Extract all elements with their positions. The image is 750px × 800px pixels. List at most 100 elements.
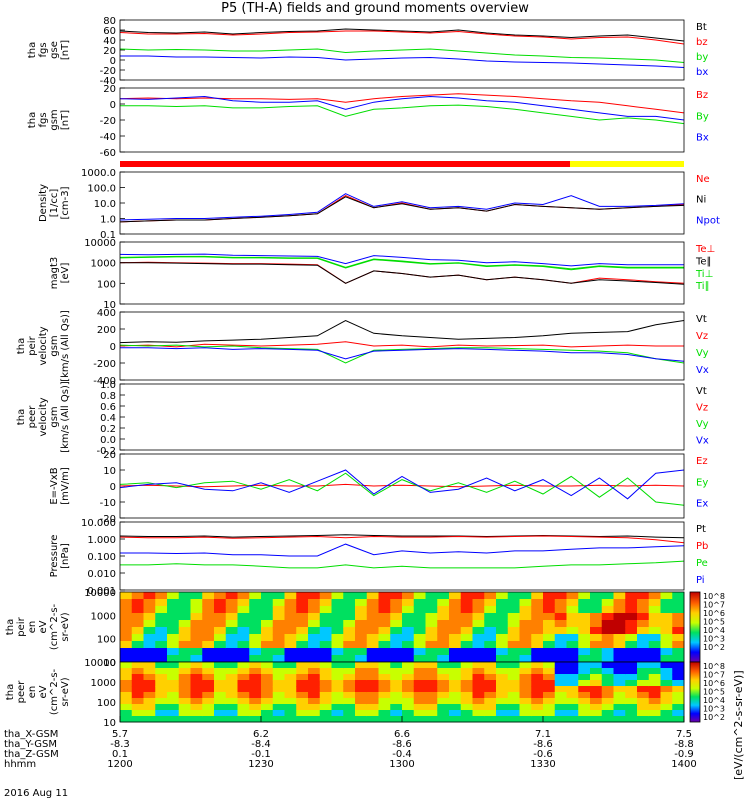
- colorbar-tick-label: 10^7: [703, 671, 725, 680]
- heatmap-cell: [531, 606, 544, 614]
- heatmap-cell: [625, 698, 638, 705]
- heatmap-cell: [167, 641, 180, 649]
- heatmap-cell: [543, 662, 556, 669]
- heatmap-cell: [472, 648, 485, 656]
- heatmap-cell: [378, 680, 391, 687]
- heatmap-cell: [120, 655, 133, 663]
- heatmap-cell: [507, 627, 520, 635]
- y-tick-label: 0.0: [100, 435, 116, 446]
- heatmap-cell: [331, 634, 344, 642]
- heatmap-cell: [472, 662, 485, 669]
- heatmap-cell: [202, 680, 215, 687]
- panel-frame: [119, 241, 685, 305]
- heatmap-cell: [496, 698, 509, 705]
- heatmap-cell: [378, 655, 391, 663]
- heatmap-cell: [625, 648, 638, 656]
- heatmap-cell: [625, 613, 638, 621]
- heatmap-cell: [625, 592, 638, 600]
- heatmap-cell: [554, 710, 567, 717]
- heatmap-cell: [261, 704, 274, 711]
- legend-entry: bz: [696, 37, 708, 48]
- y-axis-label: sr-eV): [60, 612, 71, 641]
- heatmap-cell: [319, 710, 332, 717]
- heatmap-cell: [543, 674, 556, 681]
- x-axis-value: -8.6: [533, 739, 553, 750]
- heatmap-cell: [272, 627, 285, 635]
- heatmap-cell: [296, 592, 309, 600]
- heatmap-cell: [660, 716, 673, 723]
- heatmap-cell: [225, 674, 238, 681]
- heatmap-cell: [437, 648, 450, 656]
- heatmap-cell: [225, 634, 238, 642]
- colorbar-tick-label: 10^5: [703, 688, 725, 697]
- heatmap-cell: [496, 648, 509, 656]
- heatmap-cell: [296, 655, 309, 663]
- legend-entry: Pb: [696, 541, 708, 552]
- heatmap-cell: [425, 613, 438, 621]
- heatmap-cell: [378, 627, 391, 635]
- heatmap-cell: [355, 716, 368, 723]
- heatmap-cell: [214, 698, 227, 705]
- colorbar-tick-label: 10^8: [703, 662, 725, 671]
- heatmap-cell: [660, 606, 673, 614]
- heatmap-cell: [648, 716, 661, 723]
- heatmap-cell: [648, 710, 661, 717]
- heatmap-cell: [261, 627, 274, 635]
- heatmap-cell: [484, 680, 497, 687]
- y-axis-label: gsm: [49, 335, 60, 356]
- heatmap-cell: [343, 692, 356, 699]
- heatmap-cell: [378, 641, 391, 649]
- heatmap-cell: [378, 698, 391, 705]
- heatmap-cell: [460, 692, 473, 699]
- heatmap-cell: [155, 704, 168, 711]
- heatmap-cell: [167, 692, 180, 699]
- heatmap-cell: [601, 634, 614, 642]
- heatmap-cell: [390, 692, 403, 699]
- heatmap-cell: [284, 674, 297, 681]
- heatmap-cell: [578, 716, 591, 723]
- heatmap-cell: [637, 716, 650, 723]
- y-tick-label: 1000: [91, 611, 116, 622]
- y-axis-label: gse: [49, 41, 60, 59]
- y-tick-label: 60: [103, 26, 116, 37]
- panel-peer_velocity: tha peer velocity gsm [km/s (All Qs)] 1.00.80…: [16, 380, 709, 457]
- heatmap-cell: [143, 655, 156, 663]
- heatmap-cell: [566, 606, 579, 614]
- heatmap-cell: [566, 592, 579, 600]
- heatmap-cell: [237, 634, 250, 642]
- heatmap-cell: [613, 704, 626, 711]
- y-axis-label: peer: [27, 405, 38, 429]
- y-tick-label: 10: [103, 718, 116, 729]
- heatmap-cell: [437, 655, 450, 663]
- heatmap-cell: [378, 704, 391, 711]
- heatmap-cell: [637, 592, 650, 600]
- heatmap-cell: [531, 698, 544, 705]
- heatmap-cell: [178, 692, 191, 699]
- heatmap-cell: [202, 613, 215, 621]
- heatmap-cell: [402, 599, 415, 607]
- heatmap-cell: [296, 599, 309, 607]
- heatmap-cell: [131, 710, 144, 717]
- heatmap-cell: [296, 698, 309, 705]
- heatmap-cell: [261, 620, 274, 628]
- heatmap-cell: [202, 655, 215, 663]
- heatmap-cell: [496, 655, 509, 663]
- x-axis-value: 6.6: [394, 729, 410, 740]
- heatmap-cell: [449, 692, 462, 699]
- heatmap-cell: [143, 613, 156, 621]
- heatmap-cell: [296, 668, 309, 675]
- heatmap-cell: [413, 662, 426, 669]
- heatmap-cell: [590, 634, 603, 642]
- heatmap-cell: [378, 692, 391, 699]
- heatmap-cell: [566, 680, 579, 687]
- y-tick-label: -10: [100, 498, 116, 509]
- heatmap-cell: [378, 592, 391, 600]
- heatmap-cell: [319, 606, 332, 614]
- heatmap-cell: [178, 686, 191, 693]
- heatmap-cell: [519, 606, 532, 614]
- heatmap-cell: [214, 592, 227, 600]
- heatmap-cell: [272, 668, 285, 675]
- heatmap-cell: [366, 648, 379, 656]
- heatmap-cell: [613, 627, 626, 635]
- heatmap-cell: [284, 692, 297, 699]
